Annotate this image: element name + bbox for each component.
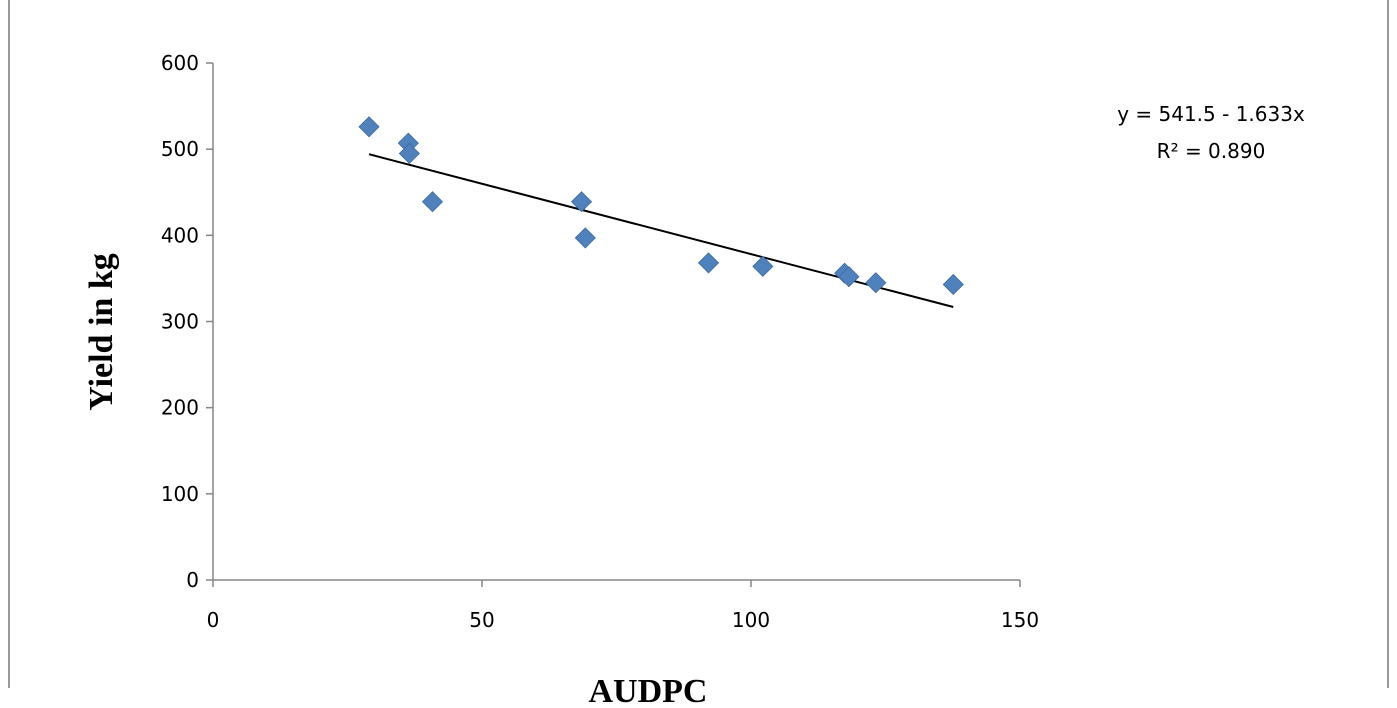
y-tick-label: 200 (161, 396, 199, 420)
y-tick-label: 0 (186, 568, 199, 592)
y-tick-label: 500 (161, 137, 199, 161)
x-tick-label: 100 (732, 608, 770, 632)
data-point (398, 142, 420, 165)
y-tick-label: 600 (161, 51, 199, 75)
plot-area: 0 100 200 300 400 500 600 0 50 100 150 (161, 51, 1039, 632)
data-point (421, 191, 444, 213)
y-tick-label: 400 (161, 223, 199, 247)
x-tick-label: 50 (469, 608, 494, 632)
trendline-r-squared: R² = 0.890 (1157, 139, 1266, 163)
y-tick-label: 100 (161, 482, 199, 506)
data-point (865, 272, 887, 294)
x-tick-label: 150 (1001, 608, 1039, 632)
y-tick-label: 300 (161, 310, 199, 334)
data-point (574, 227, 596, 249)
data-point (697, 252, 720, 274)
data-point (752, 255, 774, 277)
data-point (570, 191, 593, 213)
y-axis-title: Yield in kg (83, 253, 120, 410)
data-point (942, 273, 964, 296)
trendline (368, 153, 954, 308)
trendline-equation: y = 541.5 - 1.633x (1117, 102, 1305, 126)
x-tick-label: 0 (207, 608, 220, 632)
data-point (838, 266, 860, 288)
data-point (358, 116, 380, 138)
x-axis-title: AUDPC (589, 673, 708, 708)
